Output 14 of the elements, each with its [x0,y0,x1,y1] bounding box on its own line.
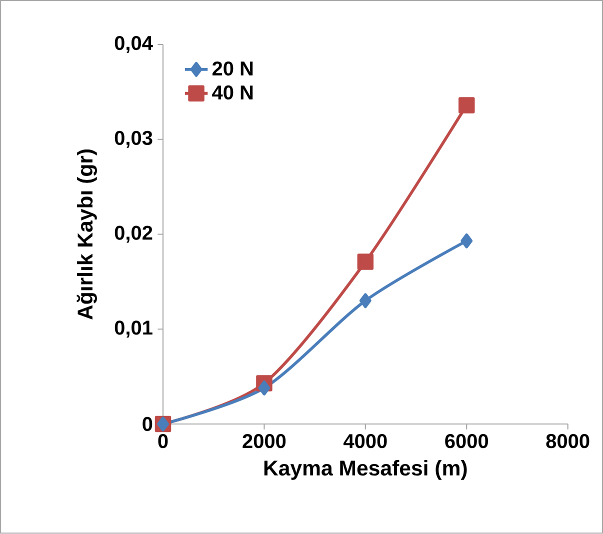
x-axis-title: Kayma Mesafesi (m) [264,460,467,480]
x-tick-label: 8000 [546,434,590,448]
y-axis-title: Ağırlık Kaybı (gr) [76,150,97,320]
x-tick-label: 0 [158,434,168,448]
legend-label: 40 N [212,86,253,100]
y-tick-label: 0,02 [114,226,152,243]
x-tick-label: 2000 [242,434,286,448]
y-tick-label: 0,01 [114,320,152,338]
legend-label: 20 N [212,62,253,76]
x-tick-label: 6000 [445,434,488,448]
y-tick-label: 0,04 [114,36,153,54]
y-tick-label: 0 [142,417,152,432]
y-tick-label: 0,03 [114,130,152,148]
x-tick-label: 4000 [343,434,387,448]
